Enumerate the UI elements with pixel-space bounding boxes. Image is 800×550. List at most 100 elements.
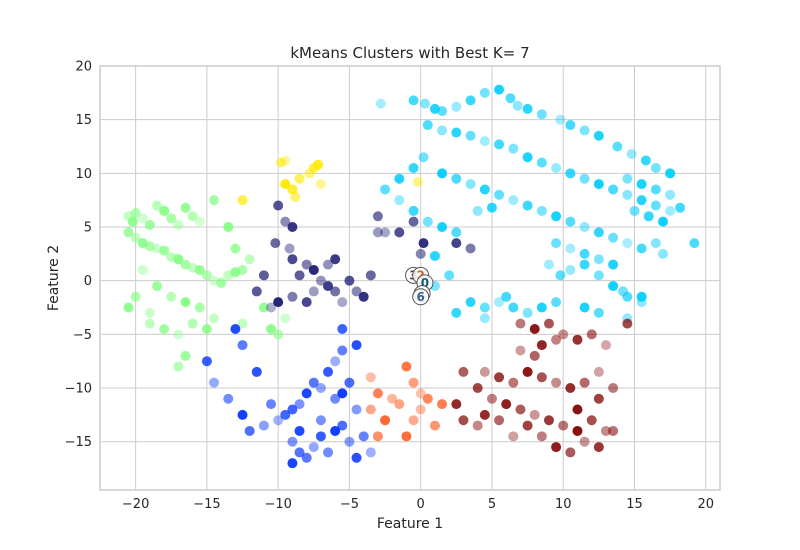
data-point <box>451 307 462 318</box>
data-point <box>608 184 619 195</box>
x-tick-label: 0 <box>417 497 425 512</box>
data-point <box>230 323 241 334</box>
centroid-marker <box>412 288 430 306</box>
x-axis-title: Feature 1 <box>377 516 443 532</box>
data-point <box>465 243 476 254</box>
data-point <box>415 248 426 259</box>
data-point <box>657 248 668 259</box>
data-point <box>408 95 419 106</box>
data-point <box>558 420 569 431</box>
data-point <box>650 162 661 173</box>
data-point <box>579 436 590 447</box>
data-point <box>479 313 490 324</box>
x-tick-label: 20 <box>697 497 714 512</box>
data-point <box>223 222 234 233</box>
data-point <box>315 179 326 190</box>
data-point <box>159 245 170 256</box>
data-point <box>315 431 326 442</box>
data-point <box>372 211 383 222</box>
x-tick-label: 5 <box>488 497 496 512</box>
data-point <box>287 436 298 447</box>
data-point <box>608 259 619 270</box>
data-point <box>579 173 590 184</box>
data-point <box>380 415 391 426</box>
data-point <box>555 270 566 281</box>
data-point <box>287 184 298 195</box>
data-point <box>287 458 298 469</box>
data-point <box>223 393 234 404</box>
data-point <box>365 270 376 281</box>
y-tick-label: 5 <box>84 221 92 236</box>
data-point <box>394 227 405 238</box>
data-point <box>675 202 686 213</box>
data-point <box>315 383 326 394</box>
data-point <box>237 409 248 420</box>
y-tick-label: 15 <box>75 113 92 128</box>
data-point <box>209 313 220 324</box>
data-point <box>579 377 590 388</box>
data-point <box>565 243 576 254</box>
data-point <box>600 340 611 351</box>
data-point <box>458 366 469 377</box>
data-point <box>187 211 198 222</box>
data-point <box>622 318 633 329</box>
data-point <box>494 415 505 426</box>
data-point <box>418 238 429 249</box>
data-point <box>230 243 241 254</box>
data-point <box>375 98 386 109</box>
data-point <box>201 323 212 334</box>
data-point <box>529 350 540 361</box>
data-point <box>437 399 448 410</box>
x-tick-label: −5 <box>340 497 359 512</box>
data-point <box>313 159 324 170</box>
data-point <box>144 318 155 329</box>
data-point <box>472 420 483 431</box>
data-point <box>408 377 419 388</box>
data-points <box>123 84 700 469</box>
data-point <box>294 447 305 458</box>
data-point <box>266 302 277 313</box>
data-point <box>422 120 433 131</box>
data-point <box>159 323 170 334</box>
data-point <box>551 211 562 222</box>
data-point <box>465 179 476 190</box>
data-point <box>565 216 576 227</box>
data-point <box>123 227 134 238</box>
data-point <box>551 334 562 345</box>
data-point <box>270 238 281 249</box>
data-point <box>237 318 248 329</box>
x-tick-label: −10 <box>264 497 291 512</box>
data-point <box>636 179 647 190</box>
data-point <box>251 286 262 297</box>
data-point <box>508 143 519 154</box>
data-point <box>522 420 533 431</box>
data-point <box>501 399 512 410</box>
data-point <box>304 168 315 179</box>
data-point <box>301 388 312 399</box>
x-tick-label: −15 <box>193 497 220 512</box>
data-point <box>643 211 654 222</box>
data-point <box>294 399 305 410</box>
data-point <box>358 431 369 442</box>
data-point <box>365 404 376 415</box>
data-point <box>437 168 448 179</box>
data-point <box>458 415 469 426</box>
data-point <box>472 205 483 216</box>
data-point <box>209 195 220 206</box>
data-point <box>415 388 426 399</box>
plot-frame <box>99 65 721 491</box>
data-point <box>422 216 433 227</box>
data-point <box>586 415 597 426</box>
data-point <box>608 281 619 292</box>
data-point <box>194 302 205 313</box>
data-point <box>123 302 134 313</box>
data-point <box>636 291 647 302</box>
data-point <box>622 189 633 200</box>
data-point <box>266 323 277 334</box>
x-tick-label: 15 <box>626 497 643 512</box>
data-point <box>237 340 248 351</box>
data-point <box>280 313 291 324</box>
data-point <box>486 393 497 404</box>
data-point <box>593 393 604 404</box>
data-point <box>536 109 547 120</box>
